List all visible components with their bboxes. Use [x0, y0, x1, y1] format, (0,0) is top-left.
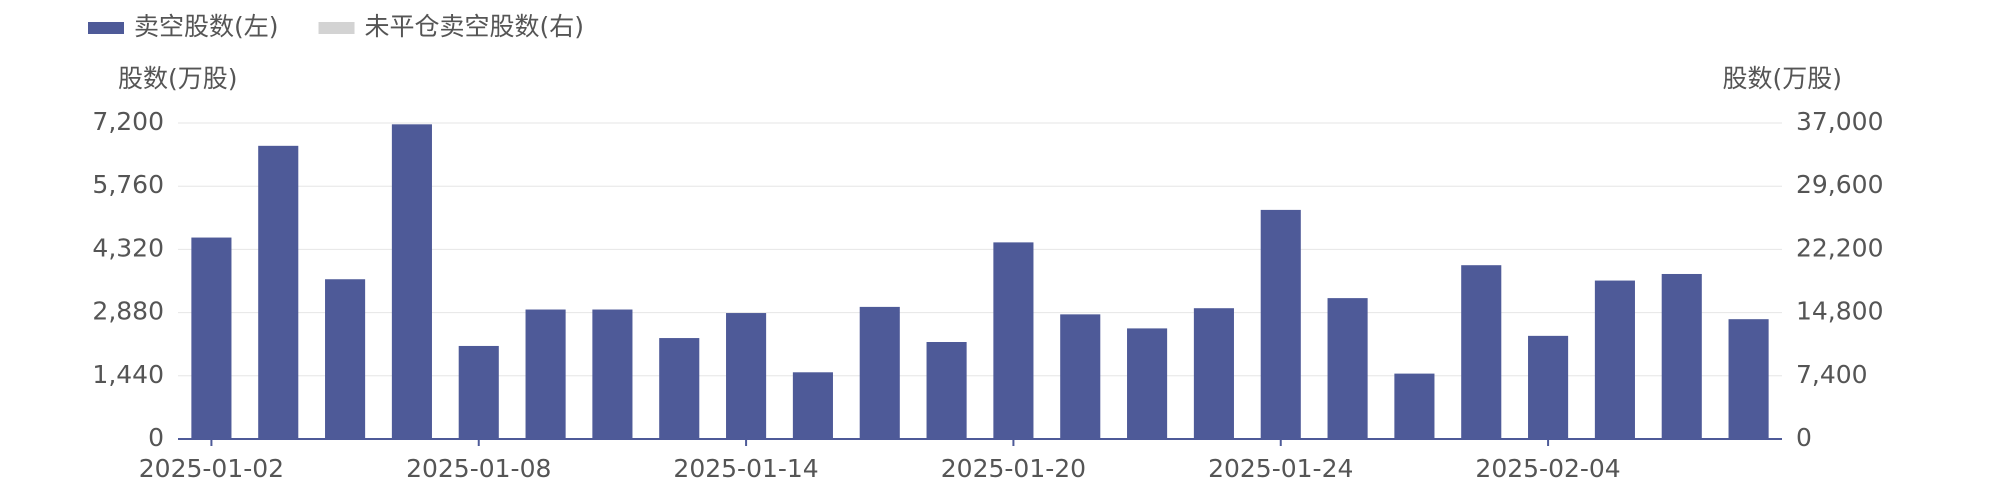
legend-label[interactable]: 卖空股数(左)	[134, 12, 279, 41]
legend-label[interactable]: 未平仓卖空股数(右)	[365, 12, 585, 41]
x-tick-label: 2025-01-20	[941, 454, 1086, 483]
bar	[726, 313, 767, 439]
bar	[1060, 314, 1101, 439]
y-tick-label: 0	[148, 423, 164, 452]
y2-tick-label: 37,000	[1796, 107, 1883, 136]
bar	[525, 309, 566, 439]
y-tick-label: 1,440	[92, 360, 164, 389]
bar	[1528, 335, 1569, 439]
bar	[258, 145, 299, 440]
bar	[458, 345, 499, 439]
bar	[659, 338, 700, 439]
y2-tick-label: 22,200	[1796, 233, 1883, 262]
bar	[1394, 373, 1435, 439]
bar	[1193, 308, 1234, 439]
x-tick-label: 2025-01-02	[139, 454, 284, 483]
bar	[859, 306, 900, 439]
bar	[1594, 280, 1635, 439]
bar	[191, 237, 232, 439]
x-tick-label: 2025-01-14	[673, 454, 818, 483]
y2-tick-label: 7,400	[1796, 360, 1868, 389]
bar	[1461, 265, 1502, 439]
y-tick-label: 5,760	[92, 170, 164, 199]
x-tick-label: 2025-01-08	[406, 454, 551, 483]
bar	[1327, 298, 1368, 439]
y-tick-label: 4,320	[92, 233, 164, 262]
bar	[391, 124, 432, 440]
y2-tick-label: 0	[1796, 423, 1812, 452]
legend-swatch[interactable]	[318, 22, 355, 34]
bar	[792, 372, 833, 439]
bar	[325, 279, 366, 439]
x-tick-label: 2025-02-04	[1475, 454, 1620, 483]
y2-axis-title: 股数(万股)	[1722, 64, 1842, 93]
legend-swatch[interactable]	[88, 22, 124, 34]
bar	[592, 309, 633, 439]
y2-tick-label: 29,600	[1796, 170, 1883, 199]
bar	[1260, 209, 1301, 439]
bar	[1728, 319, 1769, 439]
bar	[1127, 328, 1168, 439]
y2-tick-label: 14,800	[1796, 297, 1883, 326]
bar	[993, 242, 1034, 439]
y-tick-label: 2,880	[92, 297, 164, 326]
bar	[1661, 273, 1702, 439]
bar	[926, 342, 967, 439]
x-tick-label: 2025-01-24	[1208, 454, 1353, 483]
y-axis-title: 股数(万股)	[118, 64, 238, 93]
y-tick-label: 7,200	[92, 107, 164, 136]
